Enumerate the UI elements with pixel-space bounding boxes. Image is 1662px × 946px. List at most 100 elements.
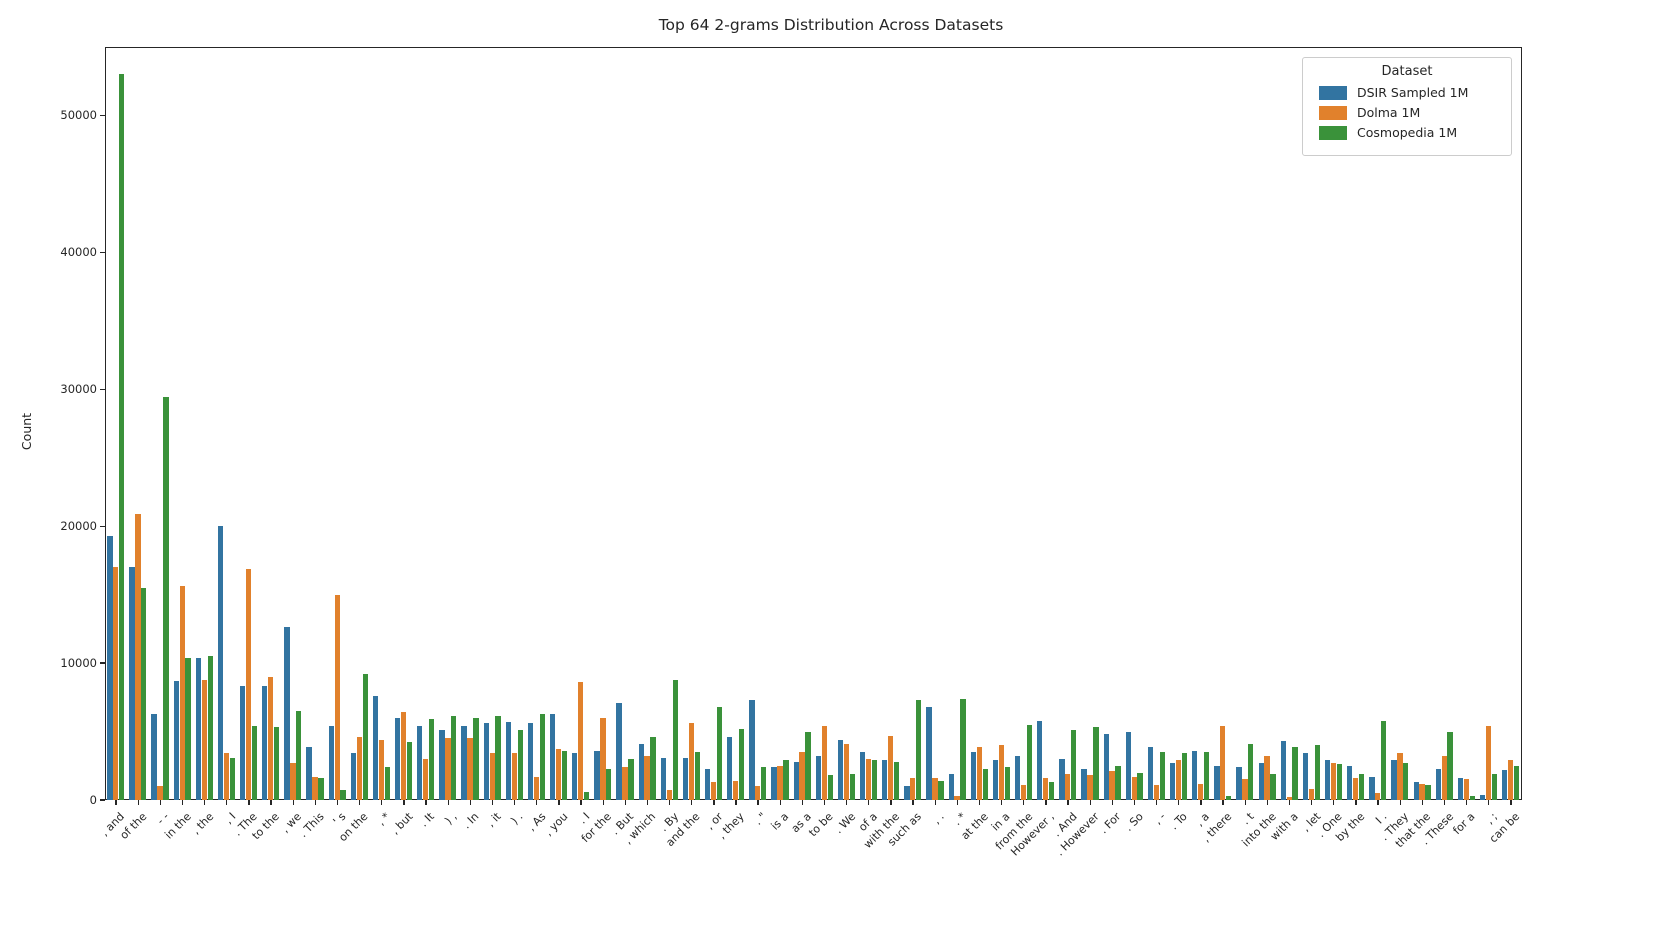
bar [1059,758,1065,800]
bar [849,773,855,800]
bar [755,786,761,800]
bar [1425,784,1431,800]
bar [1004,767,1010,800]
x-tick-mark [292,800,294,805]
bar [1397,753,1403,800]
x-tick-label: . To [1167,810,1191,833]
bar [1226,795,1232,800]
bar [660,757,667,800]
bar [1131,776,1137,800]
bar [799,752,805,800]
bar [119,74,125,800]
bar [1270,773,1276,800]
bar [954,795,960,800]
bar [1502,769,1508,800]
bar [1457,778,1464,800]
x-tick-mark [447,800,449,805]
bar [423,758,429,800]
bar [733,780,739,800]
bar [461,726,467,800]
bar [245,568,252,800]
bar [904,786,910,800]
bar [1147,746,1154,800]
bar [638,743,644,800]
bar [495,716,501,800]
bar [843,743,850,800]
x-tick-label: . We [831,810,858,837]
x-tick-mark [1067,800,1069,805]
bar [135,513,141,800]
bar [805,731,811,800]
bar [1513,765,1520,800]
y-tick-label: 40000 [60,245,97,260]
x-tick-mark [314,800,316,805]
x-tick-mark [381,800,383,805]
bar [666,790,672,800]
bar [682,757,689,800]
bar [1137,772,1143,800]
bar [727,737,733,800]
bar [606,768,612,800]
x-tick-mark [270,800,272,805]
x-tick-mark [1377,800,1379,805]
x-tick-mark [558,800,560,805]
legend: Dataset DSIR Sampled 1M Dolma 1M Cosmope… [1302,57,1512,156]
bar [749,700,755,800]
bar [1103,734,1109,800]
bar [1292,746,1298,800]
bar [821,726,827,800]
bar [1048,782,1055,800]
y-tick-label: 20000 [60,519,97,534]
x-tick-mark [890,800,892,805]
bar [761,767,767,800]
bar [1358,773,1365,800]
bar [1242,779,1248,800]
bar [938,780,944,800]
bar [583,791,590,800]
y-axis-label: Count [19,412,35,451]
bar [1081,768,1087,800]
bar [982,768,988,800]
x-tick-label: . So [1121,810,1146,834]
bar [616,702,622,800]
x-tick-mark [248,800,250,805]
bar [217,526,224,800]
bar [893,761,900,800]
bar [1447,731,1453,800]
bar [738,728,745,800]
bar [362,674,368,800]
x-tick-mark [1178,800,1180,805]
bar [334,594,340,800]
bar [378,739,385,800]
x-tick-mark [513,800,516,805]
bar [1302,753,1309,800]
bar [1369,776,1375,800]
bar [1125,731,1131,800]
bar [1330,763,1337,800]
bar [251,726,258,800]
bar [1485,726,1492,800]
x-tick-label: for a [1450,810,1478,838]
x-tick-label: , but [388,810,416,838]
bar [1479,794,1486,800]
bar [1214,765,1220,800]
bar [948,773,954,800]
bar [1264,756,1270,800]
x-tick-mark [978,800,981,805]
legend-label-cosmopedia: Cosmopedia 1M [1357,125,1458,140]
bar [1347,765,1353,800]
y-tick-mark [100,114,105,117]
bar [1248,743,1254,800]
x-tick-mark [403,800,405,805]
x-tick-mark [912,800,914,805]
bar [600,717,606,800]
bar [1419,783,1425,800]
bar [1198,783,1204,800]
plot-area [105,47,1522,800]
bar [1381,720,1387,800]
bar [312,776,318,800]
x-tick-mark [801,800,804,805]
x-tick-mark [646,800,649,805]
bar [207,656,213,800]
